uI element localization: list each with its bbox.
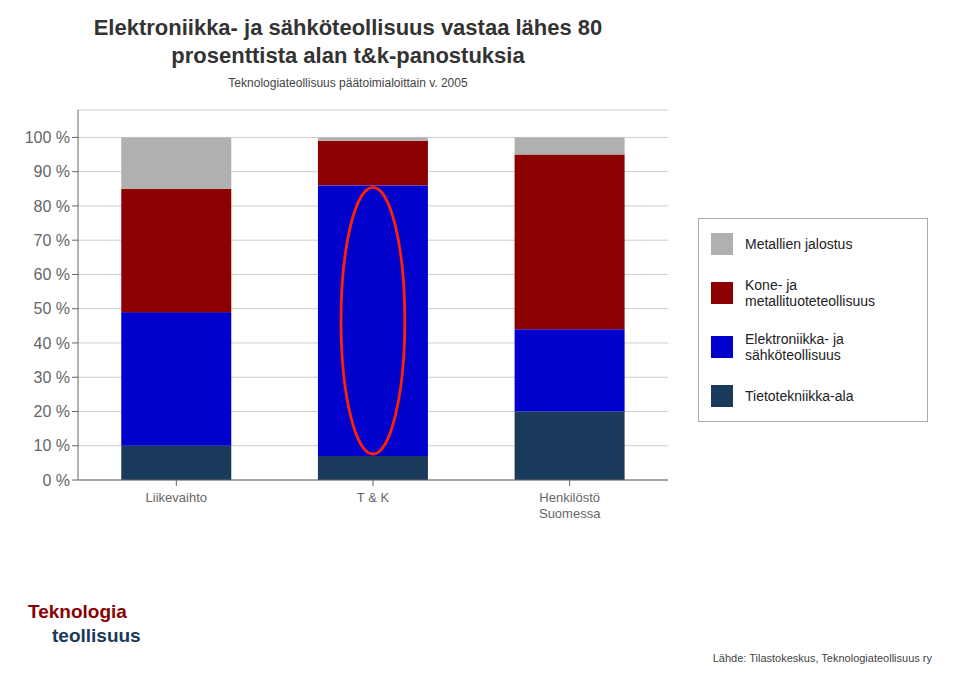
svg-text:30 %: 30 %	[34, 369, 70, 386]
svg-text:0 %: 0 %	[42, 472, 70, 489]
html-text:Teknologia: Teknologia	[28, 601, 127, 622]
svg-text:40 %: 40 %	[34, 335, 70, 352]
svg-text:HenkilöstöSuomessa: HenkilöstöSuomessa	[539, 490, 601, 521]
svg-text:80 %: 80 %	[34, 198, 70, 215]
html-text:Kone- ja metallituoteteollisuu: Kone- ja metallituoteteollisuus	[745, 277, 875, 309]
svg-text:20 %: 20 %	[34, 403, 70, 420]
html-text:Tietotekniikka-ala: Tietotekniikka-ala	[745, 388, 854, 404]
svg-text:50 %: 50 %	[34, 300, 70, 317]
svg-text:90 %: 90 %	[34, 163, 70, 180]
html-text:Lähde: Tilastokeskus, Teknolog: Lähde: Tilastokeskus, Teknologiateollisu…	[712, 652, 932, 664]
html-text:teollisuus: teollisuus	[52, 625, 141, 646]
html-text:Teknologiateollisuus päätoimia: Teknologiateollisuus päätoimialoittain v…	[228, 76, 468, 90]
svg-text:60 %: 60 %	[34, 266, 70, 283]
svg-text:100 %: 100 %	[25, 129, 70, 146]
svg-text:T & K: T & K	[357, 490, 390, 505]
html-text:Metallien jalostus: Metallien jalostus	[745, 236, 853, 252]
svg-text:10 %: 10 %	[34, 437, 70, 454]
svg-text:70 %: 70 %	[34, 232, 70, 249]
html-text:Elektroniikka- ja sähköteollis: Elektroniikka- ja sähköteollisuus	[745, 331, 844, 363]
svg-text:Liikevaihto: Liikevaihto	[146, 490, 207, 505]
html-text:Elektroniikka- ja sähköteollis: Elektroniikka- ja sähköteollisuus vastaa…	[93, 15, 603, 68]
